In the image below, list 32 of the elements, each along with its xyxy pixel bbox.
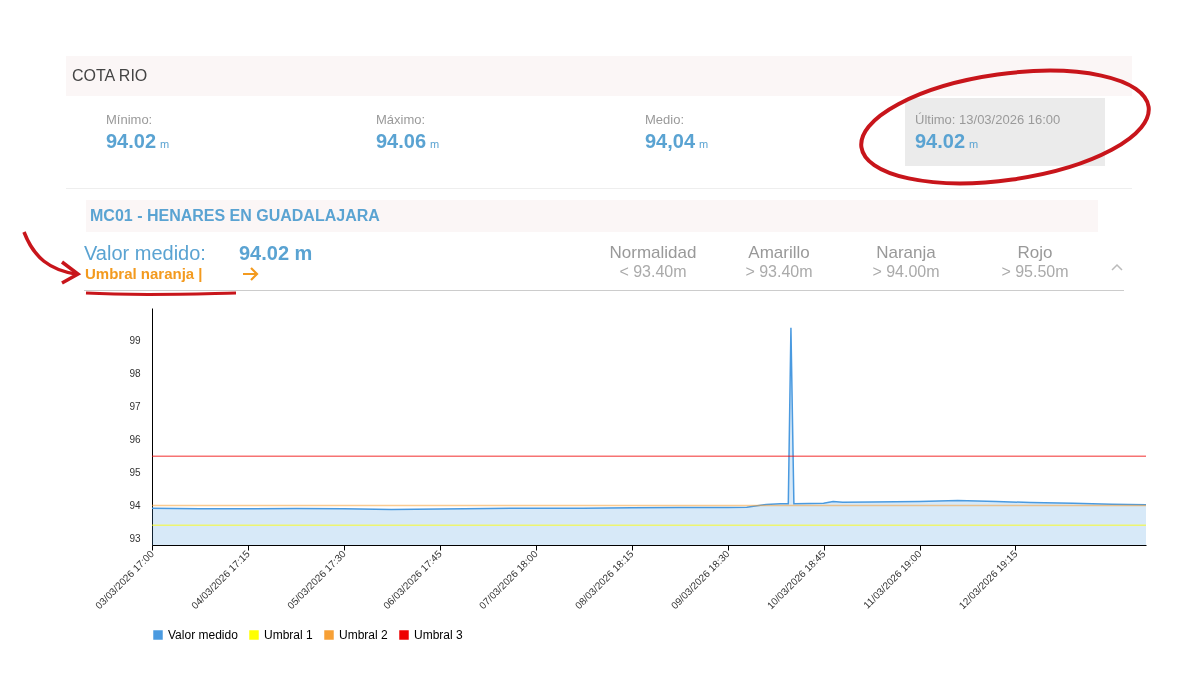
text: < 93.40m	[618, 263, 688, 281]
legend-label: Valor medido	[168, 628, 239, 642]
y-tick-label: 98	[129, 368, 141, 380]
text: 94,04 m	[645, 130, 709, 152]
y-tick-label: 93	[129, 532, 141, 544]
y-tick-label: 99	[129, 335, 141, 347]
text: > 95.50m	[1000, 263, 1070, 281]
text: 94.02 m	[915, 130, 979, 152]
text: Umbral naranja |	[85, 265, 203, 282]
text: COTA RIO	[72, 67, 148, 85]
y-tick-label: 96	[129, 434, 141, 446]
text: Medio:	[645, 112, 685, 127]
text: 94.02 m	[239, 242, 313, 265]
text: 94.02 m	[106, 130, 170, 152]
text: Valor medido:	[84, 242, 206, 265]
text: Naranja	[875, 243, 937, 263]
y-tick-label: 94	[129, 500, 141, 511]
text: 94.06 m	[376, 130, 440, 152]
text: > 93.40m	[744, 263, 814, 281]
y-tick-label: 95	[129, 467, 141, 479]
legend-label: Umbral 3	[414, 628, 464, 642]
text: Rojo	[1016, 243, 1054, 263]
text: Amarillo	[747, 243, 811, 263]
text: Mínimo:	[106, 112, 153, 127]
text: Normalidad	[608, 243, 698, 263]
legend-label: Umbral 1	[264, 628, 314, 642]
text: > 94.00m	[871, 263, 941, 281]
legend-label: Umbral 2	[339, 628, 389, 642]
text: Último: 13/03/2026 16:00	[915, 112, 1061, 127]
chart-title: MC01 - HENARES EN GUADALAJARA	[90, 207, 380, 225]
y-tick-label: 97	[129, 401, 141, 413]
text: Máximo:	[376, 112, 426, 127]
